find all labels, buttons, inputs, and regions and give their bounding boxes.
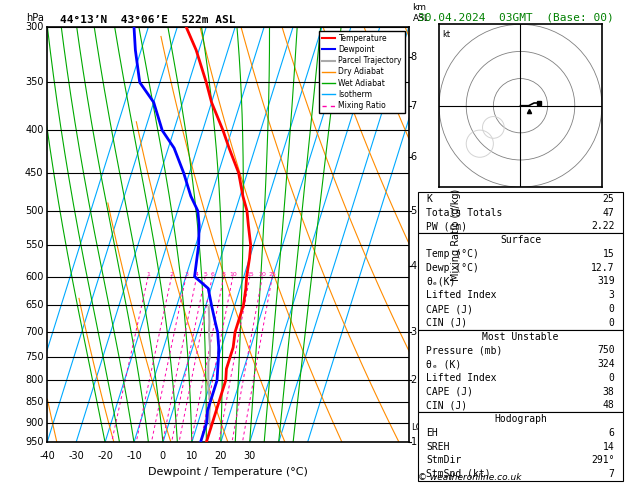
Text: © weatheronline.co.uk: © weatheronline.co.uk [418, 473, 522, 482]
Text: PW (cm): PW (cm) [426, 222, 467, 231]
Text: 700: 700 [25, 327, 43, 337]
Text: LCL: LCL [411, 423, 426, 432]
Text: Surface: Surface [500, 235, 541, 245]
Text: 20: 20 [259, 272, 266, 277]
Text: 20: 20 [214, 451, 227, 461]
Text: 15: 15 [603, 249, 615, 259]
Text: 0: 0 [609, 304, 615, 314]
Text: Hodograph: Hodograph [494, 414, 547, 424]
Text: 750: 750 [25, 352, 43, 362]
Text: Lifted Index: Lifted Index [426, 290, 497, 300]
Text: 30.04.2024  03GMT  (Base: 00): 30.04.2024 03GMT (Base: 00) [418, 12, 614, 22]
Text: 44°13’N  43°06’E  522m ASL: 44°13’N 43°06’E 522m ASL [60, 15, 235, 25]
Text: CIN (J): CIN (J) [426, 400, 467, 410]
Text: 0: 0 [160, 451, 166, 461]
Text: Dewpoint / Temperature (°C): Dewpoint / Temperature (°C) [148, 467, 308, 477]
Text: Mixing Ratio (g/kg): Mixing Ratio (g/kg) [451, 189, 461, 280]
Text: 2: 2 [411, 375, 417, 385]
Text: 5: 5 [203, 272, 207, 277]
Text: CIN (J): CIN (J) [426, 318, 467, 328]
Text: 300: 300 [25, 22, 43, 32]
Text: 38: 38 [603, 387, 615, 397]
Text: 5: 5 [411, 206, 417, 216]
Text: 3: 3 [184, 272, 188, 277]
Text: 750: 750 [597, 346, 615, 355]
Text: -40: -40 [39, 451, 55, 461]
Text: -20: -20 [97, 451, 113, 461]
Text: 6: 6 [210, 272, 214, 277]
Text: 2.22: 2.22 [591, 222, 615, 231]
Text: θₑ (K): θₑ (K) [426, 359, 462, 369]
Legend: Temperature, Dewpoint, Parcel Trajectory, Dry Adiabat, Wet Adiabat, Isotherm, Mi: Temperature, Dewpoint, Parcel Trajectory… [319, 31, 405, 113]
Text: 550: 550 [25, 240, 43, 250]
Text: 3: 3 [411, 327, 417, 337]
Text: 0: 0 [609, 318, 615, 328]
Bar [418, 330, 623, 412]
Text: 0: 0 [609, 373, 615, 383]
Text: 1: 1 [411, 437, 417, 447]
Text: 850: 850 [25, 397, 43, 407]
Text: StmDir: StmDir [426, 455, 462, 466]
Text: K: K [426, 194, 432, 204]
Text: 450: 450 [25, 168, 43, 178]
Text: 25: 25 [603, 194, 615, 204]
Text: 2: 2 [170, 272, 174, 277]
Text: 8: 8 [411, 52, 417, 62]
Text: 350: 350 [25, 77, 43, 87]
Text: Pressure (mb): Pressure (mb) [426, 346, 503, 355]
Text: 14: 14 [603, 442, 615, 451]
Text: 3: 3 [609, 290, 615, 300]
Text: 4: 4 [195, 272, 199, 277]
Text: 650: 650 [25, 300, 43, 311]
Text: 950: 950 [25, 437, 43, 447]
Text: -30: -30 [68, 451, 84, 461]
Text: SREH: SREH [426, 442, 450, 451]
Text: 25: 25 [269, 272, 276, 277]
Text: 30: 30 [243, 451, 256, 461]
Text: 10: 10 [229, 272, 237, 277]
Bar [418, 233, 623, 330]
Text: θₑ(K): θₑ(K) [426, 277, 456, 286]
Text: 400: 400 [25, 125, 43, 136]
Text: Temp (°C): Temp (°C) [426, 249, 479, 259]
Text: Totals Totals: Totals Totals [426, 208, 503, 218]
Bar [418, 412, 623, 481]
Text: 15: 15 [246, 272, 253, 277]
Text: 1: 1 [146, 272, 150, 277]
Text: 900: 900 [25, 418, 43, 428]
Text: 7: 7 [609, 469, 615, 479]
Text: 800: 800 [25, 375, 43, 385]
Text: Most Unstable: Most Unstable [482, 331, 559, 342]
Text: 291°: 291° [591, 455, 615, 466]
Text: 319: 319 [597, 277, 615, 286]
Text: 500: 500 [25, 206, 43, 216]
Text: StmSpd (kt): StmSpd (kt) [426, 469, 491, 479]
Text: CAPE (J): CAPE (J) [426, 304, 474, 314]
Text: 7: 7 [411, 101, 417, 111]
Text: kt: kt [442, 30, 450, 39]
Text: EH: EH [426, 428, 438, 438]
Text: 4: 4 [411, 261, 417, 271]
Text: 6: 6 [609, 428, 615, 438]
Text: km
ASL: km ASL [413, 3, 430, 22]
Text: hPa: hPa [26, 13, 43, 22]
Text: CAPE (J): CAPE (J) [426, 387, 474, 397]
Bar [418, 192, 623, 233]
Text: 600: 600 [25, 272, 43, 281]
Text: 48: 48 [603, 400, 615, 410]
Text: 324: 324 [597, 359, 615, 369]
Text: Lifted Index: Lifted Index [426, 373, 497, 383]
Text: Dewp (°C): Dewp (°C) [426, 263, 479, 273]
Text: 6: 6 [411, 152, 417, 161]
Text: -10: -10 [126, 451, 142, 461]
Text: 12.7: 12.7 [591, 263, 615, 273]
Text: 10: 10 [186, 451, 198, 461]
Text: 47: 47 [603, 208, 615, 218]
Text: 8: 8 [222, 272, 226, 277]
